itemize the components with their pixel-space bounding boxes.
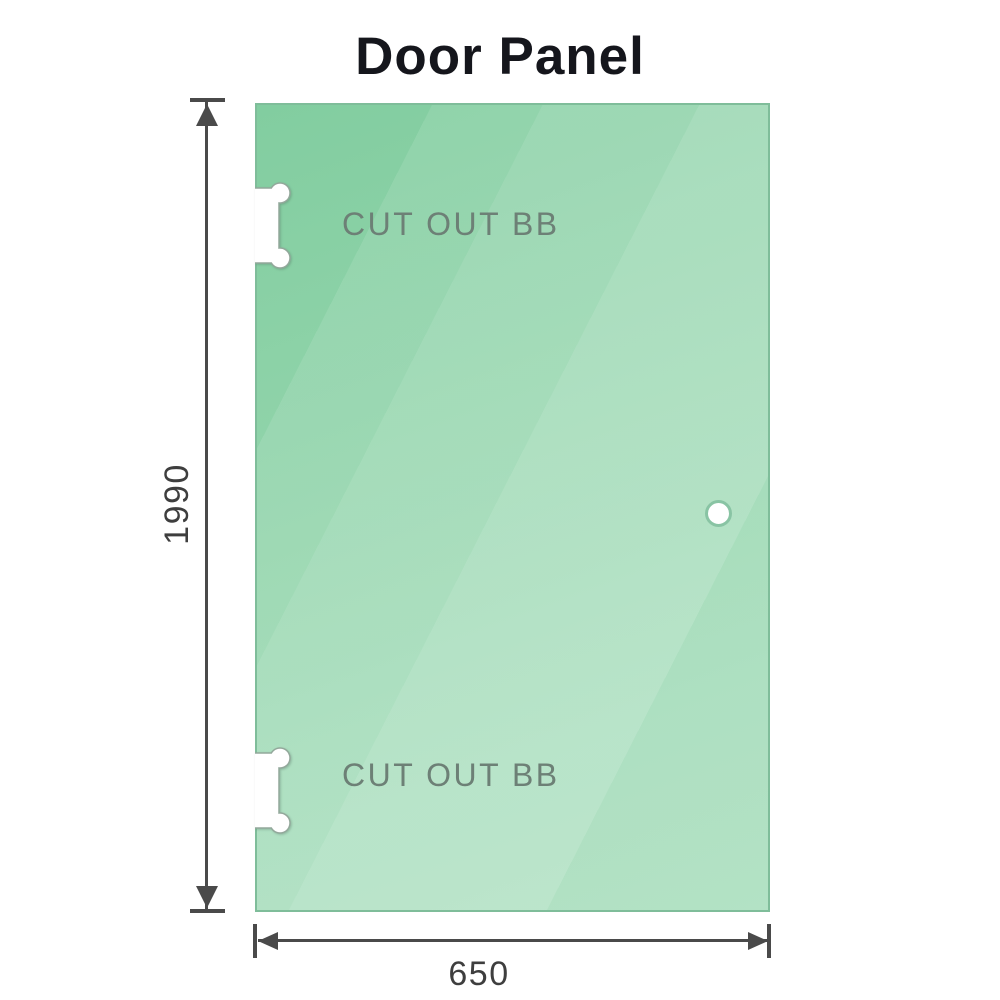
handle-hole-icon [705,500,732,527]
width-dimension-tick-right [767,924,771,958]
height-dimension-cap-top [190,98,225,102]
page-title: Door Panel [355,27,645,86]
arrow-left-icon [258,932,278,950]
hinge-cutout-bottom-icon [255,747,291,834]
cutout-top-label: CUT OUT BB [342,206,560,242]
arrow-right-icon [748,932,768,950]
arrow-up-icon [196,104,218,126]
cutout-bottom-label: CUT OUT BB [342,757,560,793]
hinge-cutout-top-icon [255,182,291,269]
height-dimension-line [205,101,208,909]
width-dimension-label: 650 [448,955,510,993]
height-dimension-cap-bottom [190,909,225,913]
arrow-down-icon [196,886,218,908]
height-dimension-label: 1990 [158,463,196,545]
glass-panel: CUT OUT BB CUT OUT BB [255,103,770,912]
width-dimension-line [258,939,768,942]
width-dimension-tick-left [253,924,257,958]
